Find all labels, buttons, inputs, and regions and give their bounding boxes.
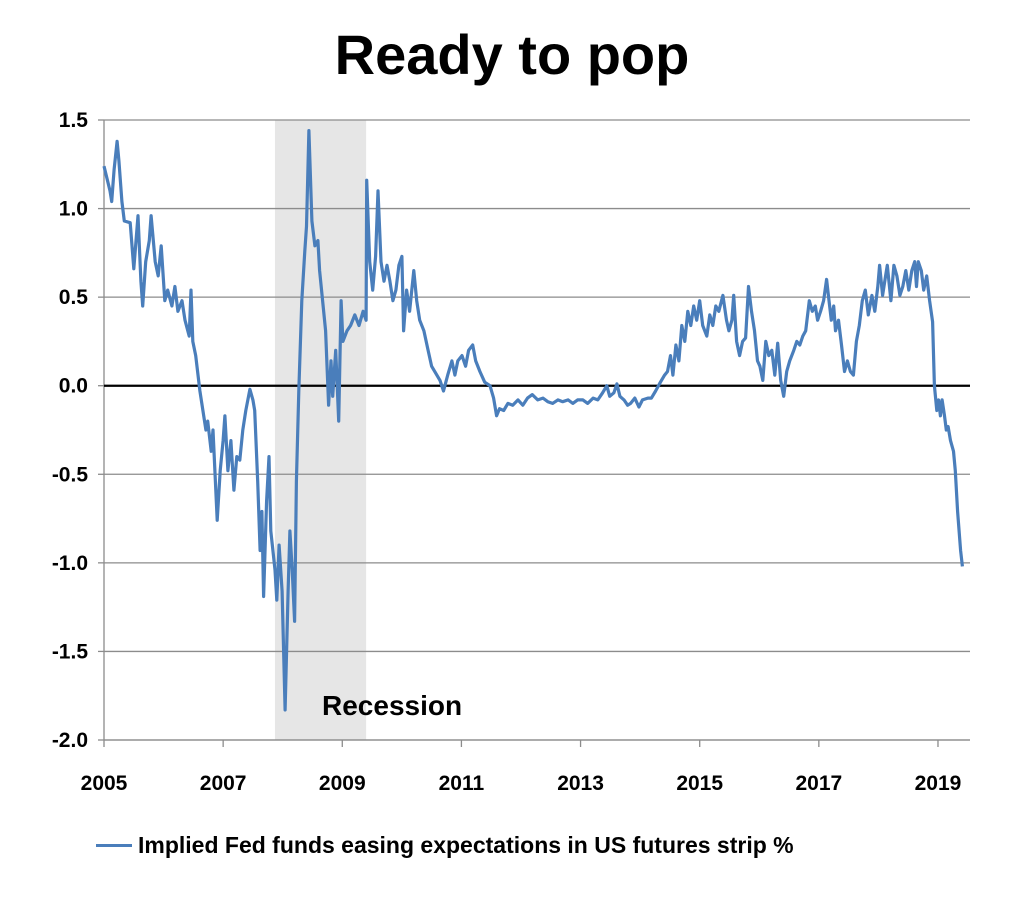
y-tick-labels: 1.5 1.0 0.5 0.0 -0.5 -1.0 -1.5 -2.0 [52,109,89,752]
x-tick-label: 2019 [915,772,962,795]
x-tick-label: 2017 [795,772,842,795]
recession-band [274,120,367,740]
series-group [102,129,964,712]
y-tick-label: 0.5 [59,286,89,309]
recession-label: Recession [322,690,462,721]
axes [103,120,970,741]
x-tick-label: 2015 [676,772,723,795]
x-tick-label: 2007 [200,772,247,795]
y-tick-label: -2.0 [52,729,88,752]
y-tick-label: -1.5 [52,640,89,663]
y-tick-label: 0.0 [59,375,88,398]
recession-band-group [274,120,367,740]
x-tick-label: 2011 [439,772,485,795]
y-tick-label: -0.5 [52,463,89,486]
y-tick-label: 1.0 [59,198,88,221]
x-tick-label: 2005 [81,772,128,795]
series-line [102,129,964,712]
x-tick-label: 2009 [319,772,366,795]
gridlines [98,119,970,741]
y-tick-label: -1.0 [52,552,88,575]
x-tick-labels: 2005 2007 2009 2011 2013 2015 2017 2019 [81,740,962,795]
legend-swatch [96,844,132,847]
x-tick-label: 2013 [557,772,604,795]
y-tick-label: 1.5 [59,109,89,132]
legend-label: Implied Fed funds easing expectations in… [138,832,794,858]
chart-title: Ready to pop [334,23,690,86]
legend: Implied Fed funds easing expectations in… [96,832,794,859]
